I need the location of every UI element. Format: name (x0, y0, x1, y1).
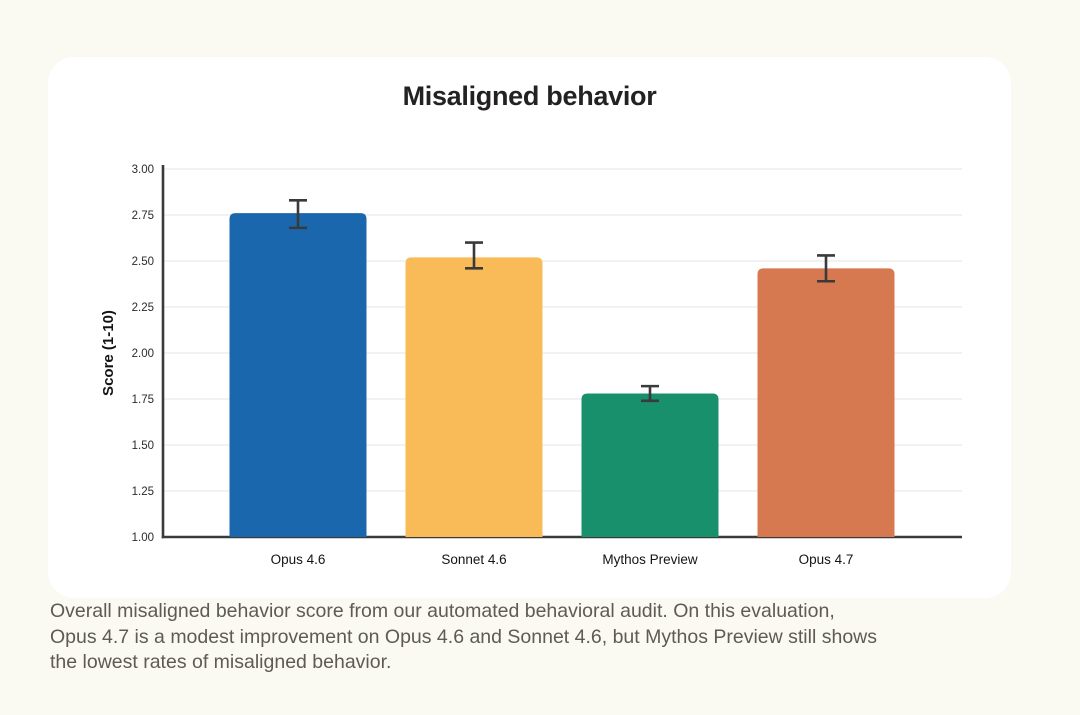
bar-sonnet-4-6 (405, 257, 543, 537)
bar-mythos-preview (581, 393, 719, 537)
y-tick-label: 2.00 (132, 348, 154, 360)
y-tick-label: 3.00 (132, 164, 154, 176)
error-bar-sonnet-4-6 (465, 241, 483, 270)
y-tick-label: 1.25 (132, 486, 154, 498)
bar-opus-4-7 (757, 268, 895, 537)
y-tick-label: 1.75 (132, 394, 154, 406)
y-tick-label: 2.75 (132, 210, 154, 222)
x-tick-label-sonnet-4-6: Sonnet 4.6 (441, 552, 506, 567)
y-tick-label: 1.00 (132, 532, 154, 544)
x-tick-label-opus-4-6: Opus 4.6 (271, 552, 326, 567)
bar-opus-4-6 (229, 213, 367, 537)
x-tick-label-mythos-preview: Mythos Preview (602, 552, 698, 567)
chart-title: Misaligned behavior (402, 81, 657, 111)
error-bar-opus-4-6 (289, 198, 307, 230)
x-tick-label-opus-4-7: Opus 4.7 (799, 552, 854, 567)
error-bar-opus-4-7 (817, 254, 835, 283)
bar-chart: 1.00 1.25 1.50 1.75 2.00 2.25 2.50 2.75 3.00 Opus… (100, 164, 962, 567)
chart-caption: Overall misaligned behavior score from o… (50, 600, 877, 673)
y-tick-label: 2.50 (132, 256, 154, 268)
chart-card: Misaligned behavior 1.00 1.25 1.50 1.75 2.00… (48, 57, 1011, 598)
y-axis-title: Score (1-10) (100, 310, 117, 396)
y-tick-label: 1.50 (132, 440, 154, 452)
error-bar-mythos-preview (641, 384, 659, 403)
y-tick-label: 2.25 (132, 302, 154, 314)
